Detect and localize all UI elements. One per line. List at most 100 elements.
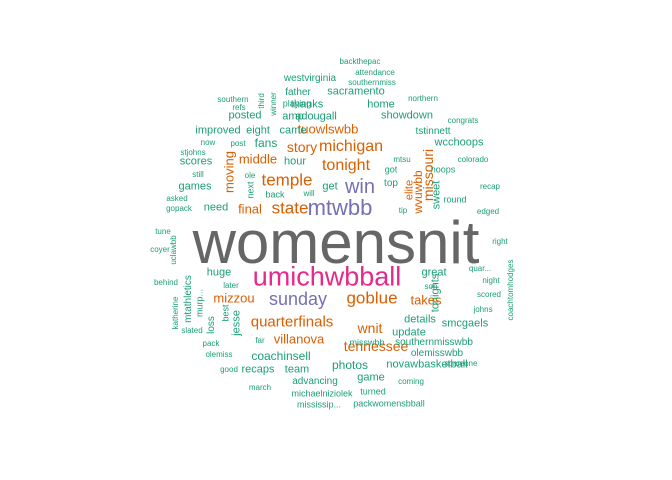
word-51: posted [228,109,262,122]
word-94: will [303,189,315,198]
word-76: olemiss [205,350,233,359]
word-16: villanova [273,331,325,347]
word-10: quarterfinals [250,313,334,331]
word-118: attendance [355,68,395,77]
word-61: southernmisswbb [395,337,473,348]
word-75: good [220,365,238,374]
word-7: tonight [321,157,371,174]
word-54: playing [282,98,312,109]
word-26: need [203,201,229,214]
word-90: ole [244,171,256,180]
word-3: sunday [268,289,328,309]
word-111: congrats [447,116,479,125]
word-70: michaelniziolek [291,388,353,399]
word-106: scored [476,290,502,299]
word-40: top [384,178,398,189]
word-38: update [392,326,426,339]
word-42: tstinnett [415,126,451,137]
word-28: hour [283,155,307,168]
word-30: huge [206,266,232,279]
word-113: southern [217,95,249,104]
word-77: pack [202,339,220,348]
word-107: johns [473,305,493,314]
word-93: back [265,189,285,200]
word-48: westvirginia [283,73,337,84]
word-45: thanks [290,98,324,111]
word-31: great [421,266,447,279]
word-56: recaps [241,363,275,376]
word-13: tennessee [343,338,409,354]
word-74: march [248,383,272,392]
word-99: colorado [457,155,489,164]
word-68: far [255,336,265,345]
word-1: umichwbball [252,261,402,292]
word-6: michigan [318,138,384,155]
word-50: eight [246,124,270,137]
word-29: came [279,124,307,137]
word-39: scores [179,155,213,168]
word-85: gopack [166,204,192,213]
word-62: misswbb [349,337,385,348]
word-92: next [245,181,256,199]
word-64: loss [206,316,217,334]
word-35: sweet [430,180,443,210]
word-5: temple [261,170,313,190]
word-20: moving [221,151,237,193]
word-100: recap [479,182,501,191]
word-44: adougall [295,110,337,123]
word-83: tune [155,227,171,236]
word-4: win [344,176,376,198]
word-81: uclawbb [169,235,178,265]
word-58: game [357,371,385,384]
word-49: improved [195,124,241,137]
word-55: team [284,363,310,376]
word-2: mtwbb [307,195,373,220]
word-109: son [424,282,438,291]
word-53: father [285,87,311,98]
word-82: coyer [150,245,170,254]
word-12: story [286,139,318,155]
word-116: winner [269,92,278,116]
word-9: goblue [346,288,398,308]
word-78: slated [181,326,203,335]
word-80: behind [153,278,179,287]
word-52: amp [282,110,304,123]
word-119: backthepac [339,57,381,66]
word-47: sacramento [327,85,385,98]
word-8: state [271,198,309,218]
word-96: mtsu [393,155,411,164]
word-59: novawbasketball [386,358,468,371]
word-79: katherine [171,296,180,330]
word-105: night [482,276,500,285]
word-66: murp... [194,288,205,318]
word-98: hoops [430,164,456,175]
word-108: coachtomhodges [506,259,515,321]
word-57: advancing [292,376,338,387]
word-24: get [322,180,338,193]
word-117: southernmiss [348,78,396,87]
word-101: round [443,194,467,205]
word-19: middle [238,151,278,167]
word-23: elite [403,179,416,201]
word-88: stjohns [180,148,206,157]
word-110: someone [444,359,478,368]
word-103: right [492,237,508,246]
word-95: tip [398,206,408,215]
word-71: coming [398,377,424,386]
word-84: later [223,281,239,290]
word-36: coachinsell [251,349,311,363]
word-46: home [367,98,395,111]
word-65: mtathletics [183,275,194,323]
word-72: mississip... [296,399,342,410]
word-115: third [257,93,266,109]
word-67: best [220,304,231,322]
word-60: olemisswbb [410,348,464,359]
word-34: tonights [429,273,442,313]
word-21: final [238,201,262,217]
word-15: takes [410,292,442,308]
word-69: turned [360,386,386,397]
word-32: photos [331,358,369,372]
word-63: jesse [230,310,243,336]
word-37: smcgaels [441,317,489,330]
word-97: got [384,164,398,175]
